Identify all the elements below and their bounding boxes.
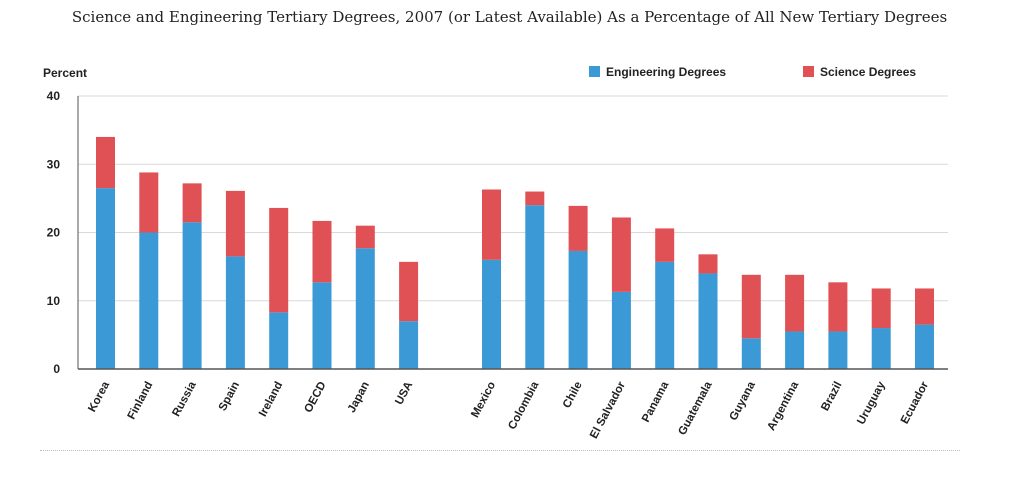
bar-engineering-japan [355, 248, 375, 369]
bars [96, 136, 934, 369]
bar-science-ireland [269, 207, 289, 313]
gridlines [78, 95, 948, 302]
bar-engineering-argentina [785, 331, 805, 369]
bar-science-panama [655, 228, 675, 262]
x-tick-label: OECD [302, 380, 328, 415]
bar-engineering-uruguay [871, 328, 891, 369]
y-tick-label: 20 [47, 226, 61, 240]
bar-engineering-colombia [525, 205, 545, 369]
legend-label-engineering: Engineering Degrees [606, 65, 726, 79]
bar-science-japan [355, 225, 375, 249]
y-tick-label: 40 [47, 89, 61, 103]
legend-swatch-engineering [589, 66, 600, 77]
x-tick-label: Spain [217, 380, 242, 413]
bar-engineering-chile [568, 250, 588, 369]
bar-engineering-panama [655, 261, 675, 369]
y-tick-label: 0 [53, 362, 60, 376]
bar-science-ecuador [915, 288, 934, 325]
x-tick-label: Japan [346, 380, 372, 415]
x-tick-label: Mexico [469, 380, 498, 420]
bar-science-guyana [741, 274, 761, 339]
bottom-divider [40, 450, 960, 451]
bar-engineering-russia [182, 222, 202, 369]
bar-science-brazil [828, 282, 848, 332]
bar-engineering-ireland [269, 312, 289, 369]
bar-engineering-finland [139, 232, 159, 369]
x-tick-label: El Salvador [588, 379, 628, 440]
x-tick-label: Argentina [765, 379, 801, 433]
x-tick-label: Russia [170, 379, 199, 418]
bar-engineering-mexico [482, 259, 501, 369]
x-tick-label: Finland [126, 380, 156, 422]
y-tick-label: 30 [47, 157, 61, 171]
x-tick-labels: Korea Finland Russia Spain Ireland OECD Japan U… [86, 379, 931, 440]
bar-science-argentina [785, 274, 805, 332]
x-tick-label: Korea [86, 379, 112, 414]
bar-engineering-oecd [312, 282, 332, 369]
x-tick-label: Guatemala [676, 379, 714, 437]
x-tick-label: Chile [561, 380, 585, 410]
y-axis-label: Percent [43, 66, 87, 80]
bar-science-colombia [525, 191, 545, 206]
x-tick-label: Ireland [257, 380, 285, 419]
bar-engineering-spain [225, 256, 245, 369]
bar-engineering-korea [96, 188, 115, 369]
bar-engineering-guyana [741, 338, 761, 369]
x-tick-label: Guyana [728, 379, 759, 422]
x-tick-label: Uruguay [855, 379, 888, 426]
x-tick-label: Colombia [506, 379, 541, 431]
x-tick-label: Panama [640, 379, 672, 424]
bar-science-russia [182, 183, 202, 223]
chart-title: Science and Engineering Tertiary Degrees… [71, 8, 948, 26]
x-tick-label: Brazil [819, 380, 844, 413]
bar-science-el-salvador [611, 217, 631, 292]
bar-science-korea [96, 136, 115, 189]
bar-engineering-el-salvador [611, 291, 631, 369]
bar-science-finland [139, 172, 159, 233]
x-tick-label: USA [393, 380, 415, 407]
legend: Engineering Degrees Science Degrees [589, 65, 916, 79]
y-tick-label: 10 [47, 294, 61, 308]
bar-engineering-brazil [828, 331, 848, 369]
bar-science-usa [399, 261, 419, 322]
legend-label-science: Science Degrees [820, 65, 916, 79]
y-tick-labels: 0 10 20 30 40 [47, 89, 61, 376]
x-tick-label: Ecuador [899, 379, 931, 426]
bar-science-uruguay [871, 288, 891, 329]
bar-engineering-ecuador [915, 324, 934, 369]
bar-science-spain [225, 190, 245, 257]
bar-engineering-guatemala [698, 273, 718, 369]
legend-swatch-science [803, 66, 814, 77]
bar-science-mexico [482, 189, 501, 260]
bar-science-guatemala [698, 254, 718, 274]
bar-science-oecd [312, 220, 332, 283]
bar-science-chile [568, 205, 588, 251]
bar-engineering-usa [399, 321, 419, 369]
